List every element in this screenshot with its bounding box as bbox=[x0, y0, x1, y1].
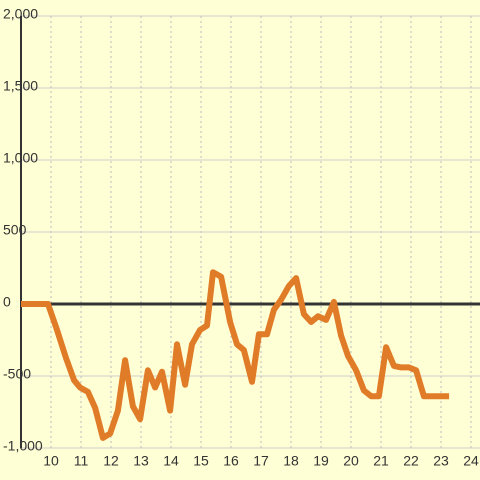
x-tick-label: 19 bbox=[313, 453, 329, 469]
x-tick-label: 16 bbox=[223, 453, 239, 469]
x-tick-label: 23 bbox=[433, 453, 449, 469]
x-tick-label: 11 bbox=[74, 453, 89, 469]
y-tick-label: -1,000 bbox=[3, 438, 43, 454]
x-tick-label: 14 bbox=[163, 453, 179, 469]
y-tick-label: 2,000 bbox=[3, 6, 38, 22]
x-tick-label: 22 bbox=[403, 453, 419, 469]
x-tick-label: 12 bbox=[103, 453, 119, 469]
x-tick-label: 17 bbox=[253, 453, 269, 469]
x-tick-label: 20 bbox=[343, 453, 359, 469]
line bbox=[21, 269, 450, 441]
x-tick-label: 21 bbox=[373, 453, 389, 469]
y-tick-label: 500 bbox=[3, 222, 27, 238]
x-tick-label: 24 bbox=[463, 453, 479, 469]
y-tick-label: -500 bbox=[3, 366, 31, 382]
x-tick-label: 15 bbox=[193, 453, 209, 469]
x-tick-label: 10 bbox=[43, 453, 59, 469]
x-tick-label: 18 bbox=[283, 453, 299, 469]
y-tick-label: 0 bbox=[3, 294, 11, 310]
x-tick-label: 13 bbox=[133, 453, 149, 469]
